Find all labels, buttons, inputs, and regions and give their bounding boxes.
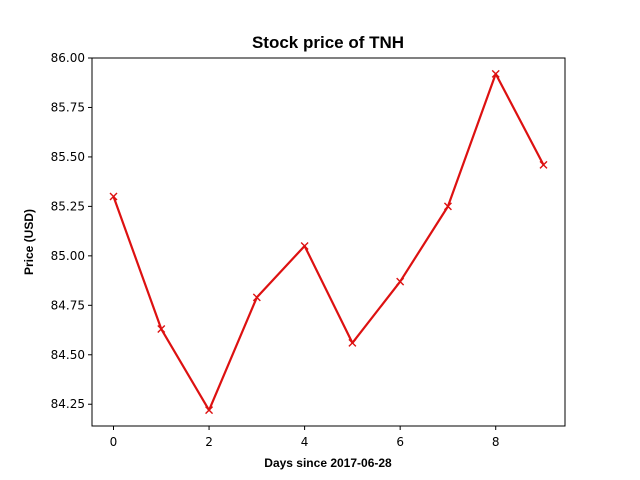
- data-point-marker: [443, 202, 452, 211]
- data-point-marker: [396, 277, 405, 286]
- data-point-marker: [300, 241, 309, 250]
- marker-stroke: [252, 293, 261, 302]
- data-point-marker: [348, 338, 357, 347]
- marker-stroke: [300, 241, 309, 250]
- marker-stroke: [157, 325, 166, 334]
- series-line: [112, 72, 545, 412]
- y-axis-label: Price (USD): [22, 209, 36, 275]
- y-tick-label: 84.25: [51, 397, 85, 411]
- marker-stroke: [205, 406, 214, 415]
- data-point-marker: [157, 325, 166, 334]
- x-tick-label: 0: [110, 435, 118, 449]
- x-tick-label: 8: [492, 435, 500, 449]
- marker-stroke: [109, 192, 118, 201]
- x-tick-label: 2: [205, 435, 213, 449]
- marker-stroke: [539, 160, 548, 169]
- plot-area: [91, 57, 566, 427]
- data-point-marker: [539, 160, 548, 169]
- data-point-marker: [109, 192, 118, 201]
- marker-stroke: [443, 202, 452, 211]
- marker-stroke: [491, 69, 500, 78]
- chart-title: Stock price of TNH: [252, 33, 404, 52]
- data-point-marker: [205, 406, 214, 415]
- x-axis-ticks: 0 2 4 6 8: [110, 426, 500, 449]
- y-tick-label: 85.75: [51, 100, 85, 114]
- data-point-marker: [491, 69, 500, 78]
- y-tick-label: 85.00: [51, 249, 85, 263]
- y-tick-label: 84.75: [51, 298, 85, 312]
- y-tick-label: 84.50: [51, 348, 85, 362]
- y-tick-label: 85.25: [51, 199, 85, 213]
- y-tick-label: 86.00: [51, 51, 85, 65]
- y-axis-ticks: 84.25 84.50 84.75 85.00 85.25 85.50 85.75 86.00: [51, 51, 92, 411]
- data-point-marker: [252, 293, 261, 302]
- marker-stroke: [348, 338, 357, 347]
- x-tick-label: 4: [301, 435, 309, 449]
- marker-stroke: [396, 277, 405, 286]
- x-tick-label: 6: [396, 435, 404, 449]
- y-tick-label: 85.50: [51, 150, 85, 164]
- x-axis-label: Days since 2017-06-28: [264, 456, 392, 470]
- series-layer: [109, 69, 548, 415]
